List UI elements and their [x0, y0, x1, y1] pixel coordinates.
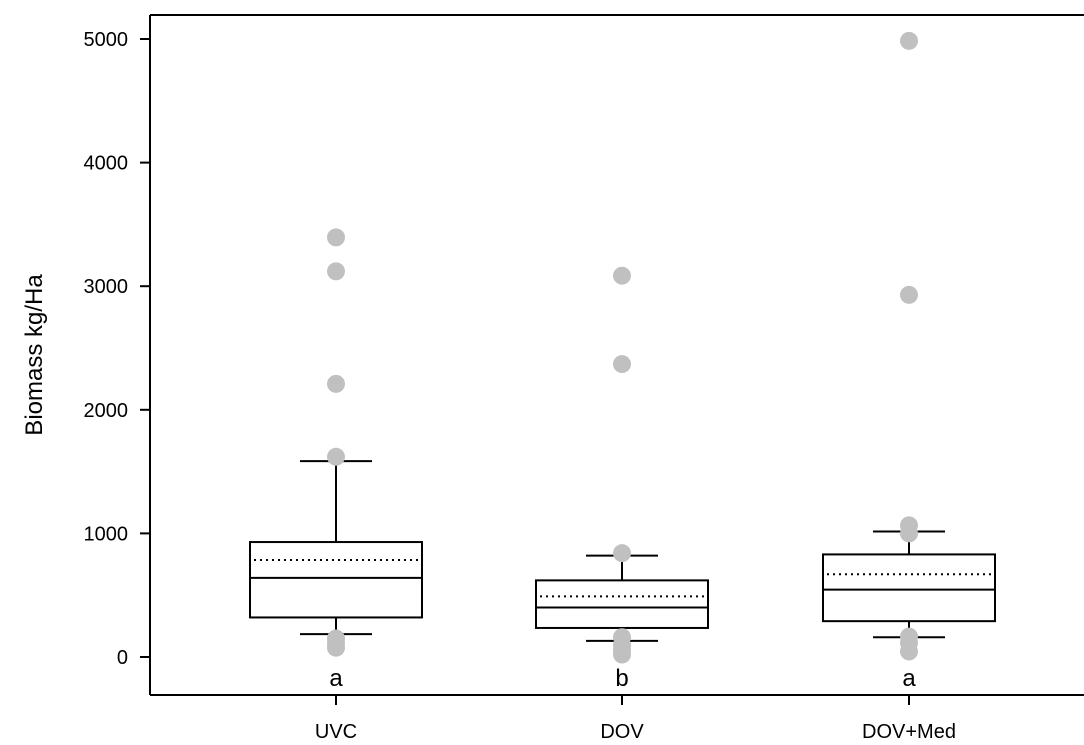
box-iqr	[822, 553, 996, 623]
y-axis-title: Biomass kg/Ha	[21, 274, 48, 436]
box-uvc	[249, 460, 423, 636]
plot-frame	[149, 14, 1084, 696]
x-axis: UVC DOV DOV+Med	[315, 695, 956, 743]
outlier-point	[327, 374, 345, 393]
y-tick-label: 1000	[84, 523, 129, 545]
box-iqr	[249, 541, 423, 619]
outlier-point	[900, 516, 918, 535]
y-axis: 0 1000 2000 3000 4000 5000	[84, 29, 150, 669]
group-letter: a	[902, 665, 916, 692]
outlier-point	[613, 628, 631, 647]
outlier-point	[900, 31, 918, 50]
x-tick-label: DOV	[600, 721, 644, 743]
outlier-point	[327, 262, 345, 281]
box-dov	[535, 554, 709, 642]
y-tick-label: 5000	[84, 29, 129, 51]
outlier-point	[327, 629, 345, 648]
group-letter: b	[615, 665, 628, 692]
y-tick-label: 2000	[84, 400, 129, 422]
y-tick-label: 0	[117, 647, 128, 669]
y-tick-label: 3000	[84, 276, 129, 298]
outlier-point	[613, 266, 631, 285]
outlier-point	[327, 228, 345, 247]
outlier-point	[613, 355, 631, 374]
x-tick-label: DOV+Med	[862, 721, 956, 743]
y-tick-label: 4000	[84, 153, 129, 175]
outlier-points	[327, 31, 918, 664]
x-tick-label: UVC	[315, 721, 357, 743]
outlier-point	[900, 285, 918, 304]
group-letter: a	[329, 665, 343, 692]
outlier-point	[613, 544, 631, 563]
outlier-point	[327, 447, 345, 466]
outlier-point	[900, 627, 918, 646]
box-dov-med	[822, 530, 996, 639]
box-iqr	[535, 579, 709, 629]
